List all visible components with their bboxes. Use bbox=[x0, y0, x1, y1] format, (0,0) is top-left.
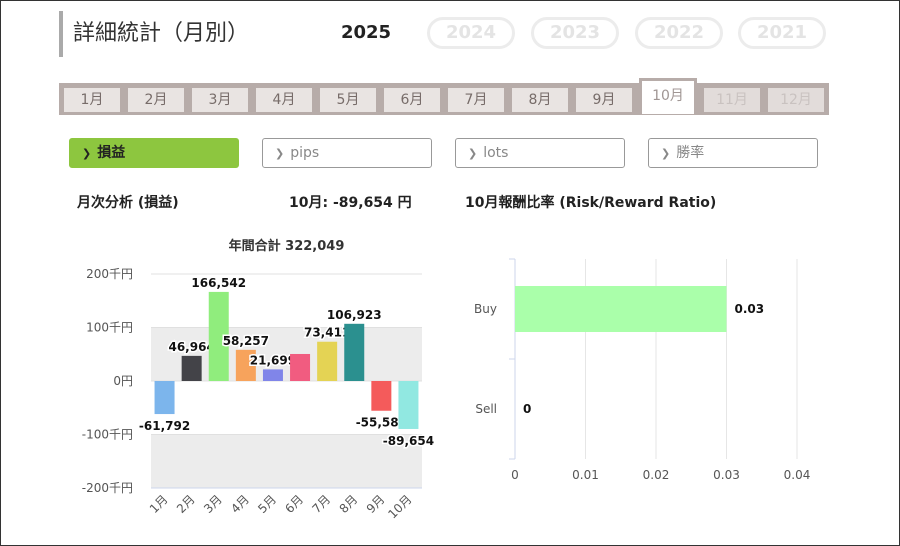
tab-month-12[interactable]: 12月 bbox=[768, 88, 824, 112]
year-button-2023[interactable]: 2023 bbox=[531, 17, 619, 49]
data-label: 73,411 bbox=[304, 326, 350, 340]
tab-month-8[interactable]: 8月 bbox=[512, 88, 568, 112]
bar-2月 bbox=[181, 355, 202, 381]
x-tick-label: 10月 bbox=[385, 492, 414, 521]
metric-label: lots bbox=[483, 145, 509, 161]
bar-7月 bbox=[317, 341, 338, 381]
chevron-right-icon: ❯ bbox=[82, 147, 92, 160]
metric-label: pips bbox=[290, 145, 320, 161]
x-tick-label: 3月 bbox=[201, 492, 225, 516]
year-button-2021[interactable]: 2021 bbox=[738, 17, 826, 49]
bar-6月 bbox=[290, 353, 311, 381]
y-tick-label: Buy bbox=[474, 302, 497, 316]
data-label: 0 bbox=[523, 402, 531, 416]
monthly-analysis-label: 月次分析 (損益) bbox=[77, 195, 179, 211]
y-tick-label: Sell bbox=[475, 402, 497, 416]
x-tick-label: 0.03 bbox=[713, 468, 740, 482]
month-tabs: 1月 2月 3月 4月 5月 6月 7月 8月 9月 10月 11月 12月 bbox=[59, 78, 829, 115]
chevron-right-icon: ❯ bbox=[661, 147, 671, 160]
data-label: 58,257 bbox=[223, 334, 269, 348]
plot-band bbox=[151, 434, 422, 488]
rr-ratio-label: 10月報酬比率 (Risk/Reward Ratio) bbox=[465, 195, 717, 211]
tab-month-4[interactable]: 4月 bbox=[256, 88, 312, 112]
tab-month-7[interactable]: 7月 bbox=[448, 88, 504, 112]
metric-button-profit[interactable]: ❯ 損益 bbox=[69, 138, 239, 168]
monthly-value: 10月: -89,654 円 bbox=[289, 195, 412, 211]
y-tick-label: 200千円 bbox=[86, 267, 133, 281]
bar-8月 bbox=[344, 323, 365, 381]
bar-1月 bbox=[154, 381, 175, 415]
data-label: 21,699 bbox=[250, 353, 296, 367]
risk-reward-chart: 0 0.01 0.02 0.03 0.04 Buy 0.03 Sell 0 bbox=[474, 258, 811, 482]
y-tick-label: 100千円 bbox=[86, 321, 133, 335]
tab-month-5[interactable]: 5月 bbox=[320, 88, 376, 112]
x-tick-label: 0.01 bbox=[572, 468, 599, 482]
y-tick-label: -100千円 bbox=[82, 428, 133, 442]
tab-month-6[interactable]: 6月 bbox=[384, 88, 440, 112]
x-tick-label: 6月 bbox=[282, 492, 306, 516]
bar-4月 bbox=[235, 349, 256, 381]
chevron-right-icon: ❯ bbox=[468, 147, 478, 160]
x-tick-label: 7月 bbox=[309, 492, 333, 516]
chart-title: 年間合計 322,049 bbox=[229, 238, 345, 254]
bar-5月 bbox=[262, 369, 283, 381]
data-label: 166,542 bbox=[191, 276, 246, 290]
metric-label: 勝率 bbox=[676, 145, 705, 161]
tab-month-2[interactable]: 2月 bbox=[128, 88, 184, 112]
x-tick-label: 0.04 bbox=[784, 468, 811, 482]
tab-month-1[interactable]: 1月 bbox=[64, 88, 120, 112]
x-tick-label: 8月 bbox=[337, 492, 361, 516]
monthly-profit-chart: 200千円 100千円 0円 -100千円 -200千円 年間合計 322,049 -61,… bbox=[82, 238, 436, 521]
x-tick-label: 4月 bbox=[228, 492, 252, 516]
data-label: -55,582 bbox=[356, 416, 407, 430]
data-label: -61,792 bbox=[139, 419, 190, 433]
x-tick-label: 5月 bbox=[255, 492, 279, 516]
x-tick-label: 0.02 bbox=[643, 468, 670, 482]
bar-10月 bbox=[398, 381, 419, 429]
metric-button-winrate[interactable]: ❯ 勝率 bbox=[648, 138, 818, 168]
data-label: 46,964 bbox=[168, 340, 214, 354]
year-button-2024[interactable]: 2024 bbox=[427, 17, 515, 49]
bar-9月 bbox=[371, 381, 392, 411]
bar-Buy bbox=[515, 286, 727, 332]
x-tick-label: 9月 bbox=[364, 492, 388, 516]
x-tick-label: 1月 bbox=[147, 492, 171, 516]
chevron-right-icon: ❯ bbox=[275, 147, 285, 160]
x-tick-label: 0 bbox=[511, 468, 519, 482]
y-tick-label: 0円 bbox=[113, 374, 133, 388]
year-button-2025[interactable]: 2025 bbox=[340, 22, 392, 43]
metric-label: 損益 bbox=[97, 145, 126, 161]
year-button-2022[interactable]: 2022 bbox=[635, 17, 723, 49]
metric-button-lots[interactable]: ❯ lots bbox=[455, 138, 625, 168]
y-tick-label: -200千円 bbox=[82, 481, 133, 495]
data-label: 0.03 bbox=[735, 302, 765, 316]
tab-month-9[interactable]: 9月 bbox=[576, 88, 632, 112]
x-tick-label: 2月 bbox=[174, 492, 198, 516]
bar-3月 bbox=[208, 291, 229, 381]
page-title: 詳細統計（月別） bbox=[59, 11, 249, 57]
tab-month-10[interactable]: 10月 bbox=[639, 78, 697, 114]
data-label: -89,654 bbox=[383, 434, 434, 448]
tab-month-11[interactable]: 11月 bbox=[704, 88, 760, 112]
data-label: 106,923 bbox=[327, 308, 382, 322]
tab-month-3[interactable]: 3月 bbox=[192, 88, 248, 112]
metric-button-pips[interactable]: ❯ pips bbox=[262, 138, 432, 168]
